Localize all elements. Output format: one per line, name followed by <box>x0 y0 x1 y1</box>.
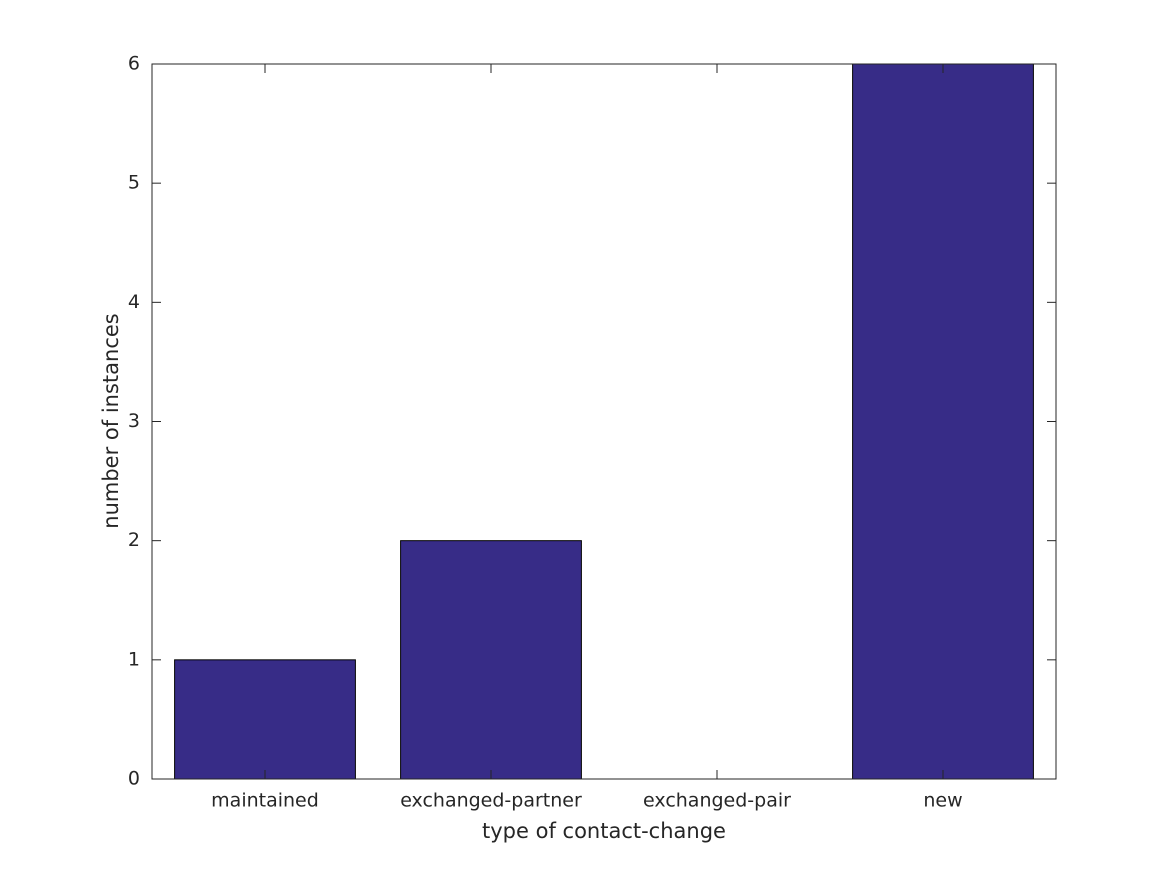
bar <box>400 540 582 780</box>
y-tick-label: 3 <box>128 410 140 432</box>
x-tick-label: exchanged-partner <box>400 790 582 812</box>
y-tick-label: 2 <box>128 529 140 551</box>
y-tick-label: 1 <box>128 648 140 670</box>
x-axis-label: type of contact-change <box>482 819 726 843</box>
y-tick-label: 6 <box>128 53 140 75</box>
x-tick-label: maintained <box>211 790 319 812</box>
y-tick-label: 5 <box>128 172 140 194</box>
y-tick-label: 0 <box>128 768 140 790</box>
bar <box>174 659 356 780</box>
x-tick-label: new <box>923 790 962 812</box>
y-axis-label: number of instances <box>99 313 123 528</box>
y-tick-label: 4 <box>128 291 140 313</box>
x-tick-label: exchanged-pair <box>643 790 791 812</box>
bar <box>852 63 1034 780</box>
